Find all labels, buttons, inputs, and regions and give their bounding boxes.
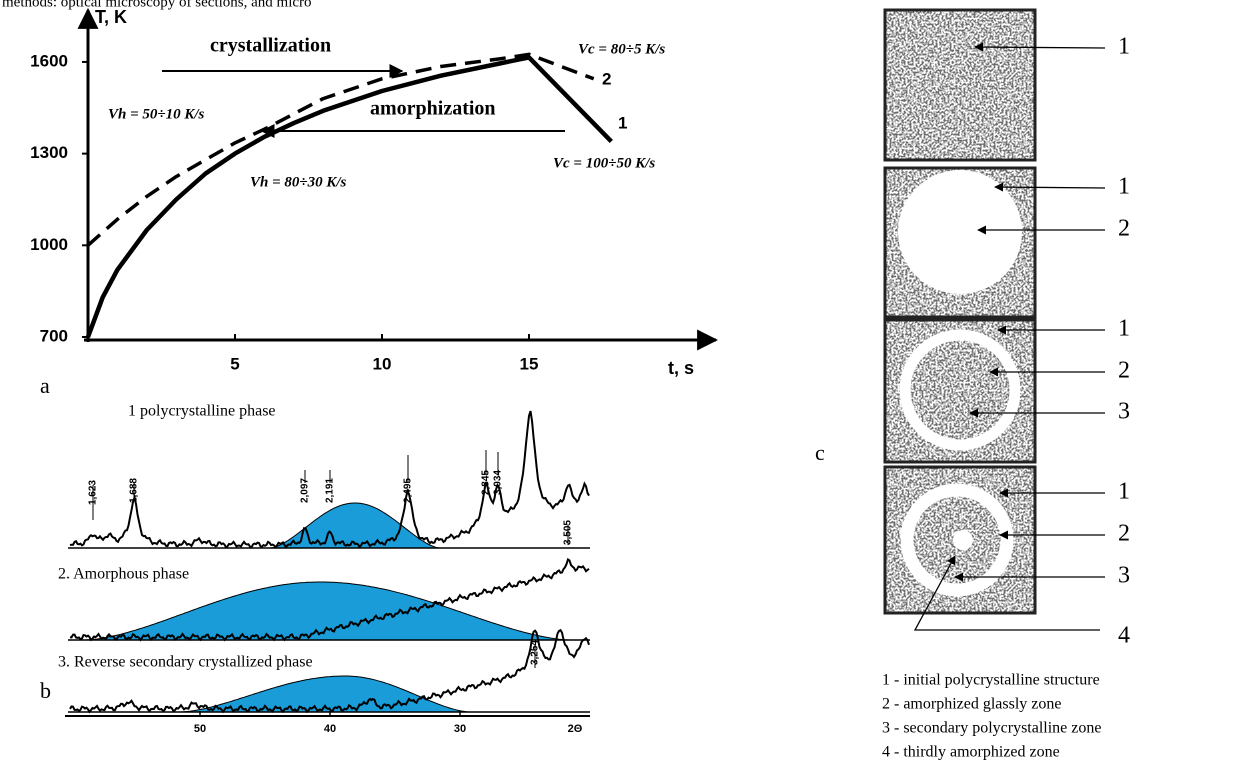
callout-number: 1 bbox=[1118, 34, 1130, 60]
peak-label: 2,845 bbox=[481, 470, 492, 495]
legend-item: 2 - amorphized glassly zone bbox=[882, 696, 1062, 713]
legend-item: 4 - thirdly amorphized zone bbox=[882, 744, 1060, 761]
micrograph-frame bbox=[883, 8, 1037, 162]
callout-number: 3 bbox=[1118, 399, 1130, 425]
peak-label: 2,495 bbox=[403, 478, 414, 503]
y-tick-label: 1600 bbox=[30, 51, 68, 70]
annotation: Vh = 50÷10 K/s bbox=[108, 106, 205, 122]
annotation: Vc = 80÷5 K/s bbox=[578, 41, 665, 57]
peak-label: 1,688 bbox=[129, 478, 140, 503]
x-tick-label: 30 bbox=[454, 723, 466, 735]
callout-arrow bbox=[994, 182, 1106, 192]
legend-item: 1 - initial polycrystalline structure bbox=[882, 672, 1100, 689]
peak-label: 3,034 bbox=[493, 470, 504, 495]
x-tick-label: 10 bbox=[373, 354, 392, 373]
micrograph-frame bbox=[883, 318, 1037, 464]
callout-arrow bbox=[974, 42, 1106, 52]
y-tick-label: 1300 bbox=[30, 143, 68, 162]
panel-label: c bbox=[815, 440, 825, 465]
callout-number: 4 bbox=[1118, 623, 1130, 649]
amorphized-ring bbox=[900, 483, 1014, 597]
x-tick-label: 5 bbox=[230, 354, 239, 373]
peak-label: 1,623 bbox=[88, 480, 99, 505]
line-series bbox=[85, 55, 613, 338]
thirdly-zone bbox=[953, 530, 973, 550]
series-label: 1 bbox=[618, 113, 627, 132]
annotation: amorphization bbox=[370, 98, 496, 120]
x-tick-label: 15 bbox=[520, 354, 539, 373]
y-tick-label: 1000 bbox=[30, 235, 68, 254]
spectrum-title: 3. Reverse secondary crystallized phase bbox=[58, 654, 313, 671]
callout-number: 1 bbox=[1118, 316, 1130, 342]
peak-label: 3,254 bbox=[530, 640, 541, 665]
spectrum-title: 1 polycrystalline phase bbox=[128, 403, 276, 420]
spectrum bbox=[69, 628, 590, 714]
panel-label: a bbox=[40, 373, 50, 398]
peak-label: 3,505 bbox=[563, 520, 574, 545]
callout-number: 1 bbox=[1118, 479, 1130, 505]
peak-label: 2,097 bbox=[300, 478, 311, 503]
x-axis-label: 2Θ bbox=[568, 723, 583, 735]
amorphized-zone bbox=[898, 170, 1022, 294]
x-axis-label: t, s bbox=[668, 358, 694, 378]
annotation: Vc = 100÷50 K/s bbox=[553, 155, 655, 171]
annotation: Vh = 80÷30 K/s bbox=[250, 174, 347, 190]
micrograph-texture bbox=[885, 10, 1035, 160]
line-series bbox=[86, 52, 595, 247]
callout-number: 2 bbox=[1118, 216, 1130, 242]
peak-label: 2,191 bbox=[325, 478, 336, 503]
amorphized-ring bbox=[899, 329, 1021, 451]
callout-number: 3 bbox=[1118, 563, 1130, 589]
legend-item: 3 - secondary polycrystalline zone bbox=[882, 720, 1101, 737]
amorphous-halo bbox=[84, 581, 570, 641]
header-text: methods: optical microscopy of sections,… bbox=[2, 0, 312, 10]
callout-number: 2 bbox=[1118, 358, 1130, 384]
annotation: crystallization bbox=[210, 35, 331, 57]
spectrum bbox=[69, 557, 590, 642]
callout-arrow bbox=[913, 555, 1100, 631]
y-axis-label: T, K bbox=[95, 7, 127, 27]
micrograph-frame bbox=[883, 166, 1037, 319]
micrograph-frame bbox=[883, 465, 1037, 615]
callout-number: 2 bbox=[1118, 521, 1130, 547]
panel-label: b bbox=[40, 678, 51, 703]
y-tick-label: 700 bbox=[40, 326, 68, 345]
callout-number: 1 bbox=[1118, 174, 1130, 200]
x-tick-label: 40 bbox=[324, 723, 336, 735]
spectrum-title: 2. Amorphous phase bbox=[58, 566, 189, 583]
series-label: 2 bbox=[602, 69, 611, 88]
spectrum bbox=[69, 410, 590, 549]
x-tick-label: 50 bbox=[194, 723, 206, 735]
